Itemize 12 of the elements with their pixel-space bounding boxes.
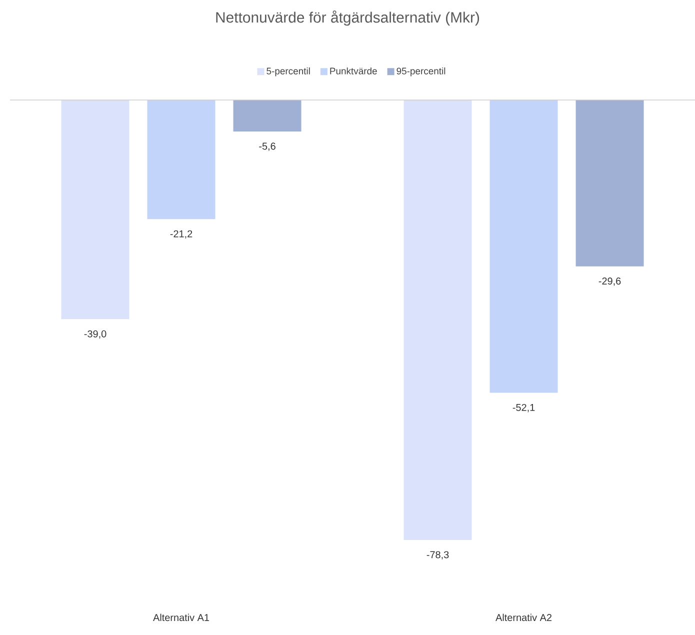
data-label: -78,3 <box>426 551 449 560</box>
legend-label: Punktvärde <box>330 67 377 74</box>
x-tick-label: Alternativ A1 <box>153 614 210 622</box>
legend-label: 5-percentil <box>266 67 310 76</box>
data-label: -39,0 <box>84 330 106 339</box>
data-label: -21,2 <box>170 230 192 239</box>
x-tick-label: Alternativ A2 <box>496 614 552 622</box>
legend-label: 95-percentil <box>396 67 446 76</box>
chart-title: Nettonuvärde för åtgärdsalternativ (Mkr) <box>216 10 480 26</box>
data-label: -5,6 <box>259 142 276 151</box>
data-label: -52,1 <box>512 404 535 412</box>
data-label: -29,6 <box>598 278 621 286</box>
